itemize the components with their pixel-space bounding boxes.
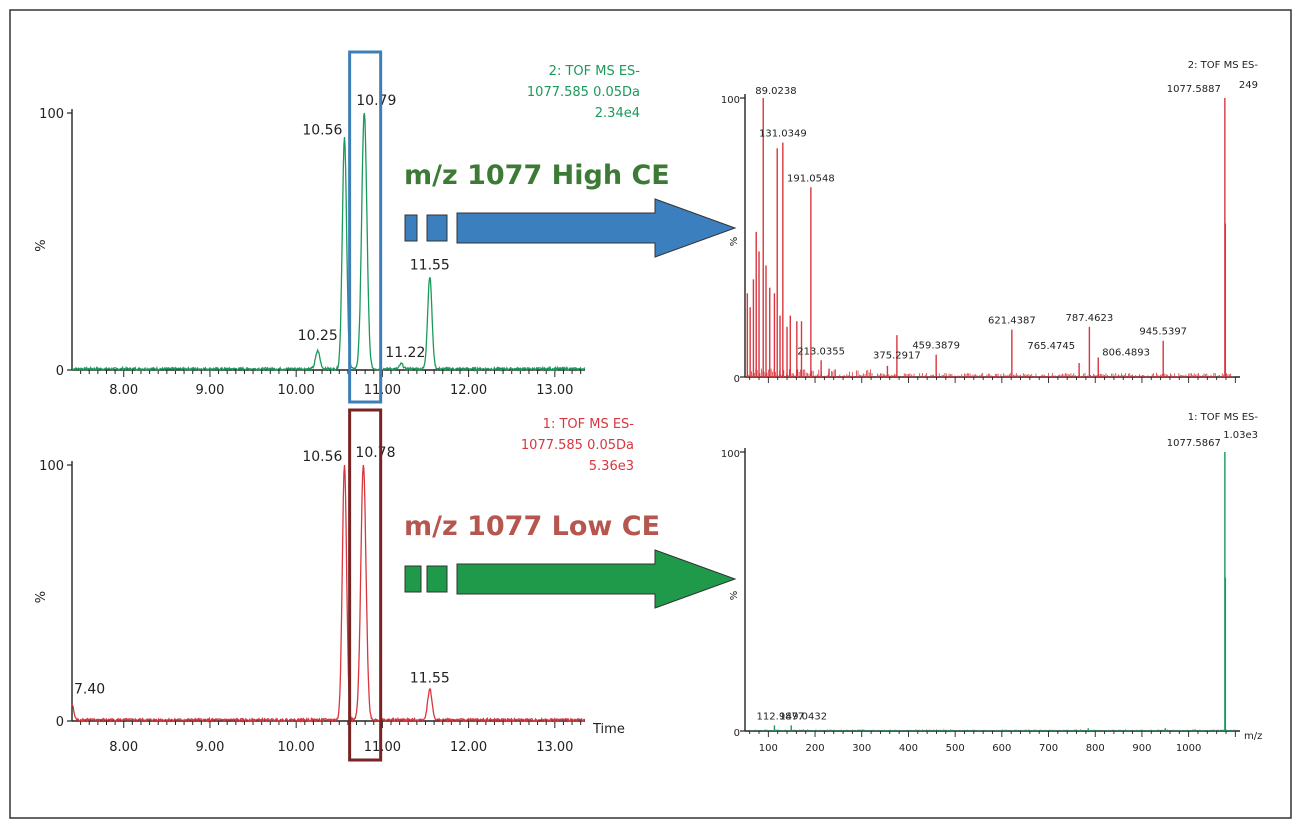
chrom_high-x-tick-label: 9.00 <box>195 383 224 398</box>
ms_low-x-tick-label: 500 <box>946 743 965 754</box>
chrom_high-y-tick-label: 100 <box>39 107 64 122</box>
ms_low-x-tick-label: 800 <box>1086 743 1105 754</box>
high-ce-arrow-square <box>404 214 418 242</box>
chrom_high-highlight-box <box>348 50 383 404</box>
chrom_low-y-axis-label: % <box>34 591 49 603</box>
ms_low-y-axis-label: % <box>729 591 740 601</box>
chrom_high-peak-label: 10.56 <box>302 123 342 139</box>
plots-layer: 0 100% 8.00 9.00 10.00 11.00 12.00 13.00 10.25 10… <box>34 60 1262 755</box>
chrom_low-peak-label: 10.78 <box>355 445 395 461</box>
chrom_low-x-tick-label: 9.00 <box>195 740 224 755</box>
ms_high-y-tick-label: 100 <box>721 95 740 106</box>
chrom_high-x-tick-label: 10.00 <box>278 383 315 398</box>
ms_low-header-line: 1: TOF MS ES- <box>1188 412 1259 423</box>
chrom_high-peak-label: 10.25 <box>298 328 338 344</box>
ms_high-peak-label: 89.0238 <box>755 86 796 97</box>
high-ce-arrow-label: m/z 1077 High CE <box>404 160 670 191</box>
chrom_high-y-axis-label: % <box>34 239 49 251</box>
ms_high-y-axis-label: % <box>729 237 740 247</box>
chrom_high-x-tick-label: 11.00 <box>364 383 401 398</box>
ms_low-x-tick-label: 900 <box>1132 743 1151 754</box>
chrom_high-x-tick-label: 8.00 <box>109 383 138 398</box>
ms_high-peak-label: 131.0349 <box>759 129 807 140</box>
ms_low-x-tick-label: 400 <box>899 743 918 754</box>
chrom_low-trace <box>71 464 585 724</box>
ms_high-peak-label: 375.2917 <box>873 350 921 361</box>
ms_low-y-tick-label: 0 <box>734 728 740 739</box>
chrom_high-peak-label: 11.22 <box>385 345 425 361</box>
chrom_high-x-tick-label: 13.00 <box>536 383 573 398</box>
figure-border <box>9 9 1292 819</box>
chrom_low-x-tick-label: 10.00 <box>278 740 315 755</box>
low-ce-arrow-shape <box>456 549 737 609</box>
ms_low-peak-label: 1077.5867 <box>1167 438 1221 449</box>
high-ce-arrow-shape <box>456 198 737 258</box>
chrom_low-x-tick-label: 8.00 <box>109 740 138 755</box>
chrom_low-peak-label: 11.55 <box>410 670 450 686</box>
chrom_low-peak-label: 10.56 <box>302 449 342 465</box>
chrom_low-x-axis-label: Time <box>592 722 625 737</box>
low-ce-arrow-label: m/z 1077 Low CE <box>404 511 660 542</box>
chrom_low-x-tick-label: 12.00 <box>450 740 487 755</box>
ms_low-x-tick-label: 700 <box>1039 743 1058 754</box>
ms_low-x-axis-label: m/z <box>1244 731 1262 742</box>
high-ce-arrow: m/z 1077 High CE <box>404 160 737 258</box>
ms_high-peak-label: 787.4623 <box>1066 313 1114 324</box>
chrom_high-header-line: 1077.585 0.05Da <box>527 85 640 100</box>
ms_low-y-tick-label: 100 <box>721 449 740 460</box>
chrom_low-y-tick-label: 0 <box>56 715 64 730</box>
ms_low-peak-label: 112.9877 <box>757 711 805 722</box>
ms_high-header-line: 2: TOF MS ES- <box>1188 60 1259 71</box>
low-ce-arrow-square <box>426 565 448 593</box>
chrom_low-y-tick-label: 100 <box>39 459 64 474</box>
ms_high-peak-label: 765.4745 <box>1027 341 1075 352</box>
low-ce-arrow-square <box>404 565 422 593</box>
ms_low-x-tick-label: 300 <box>852 743 871 754</box>
ms_low-x-tick-label: 600 <box>992 743 1011 754</box>
chrom_high-x-tick-label: 12.00 <box>450 383 487 398</box>
chrom_low-x-tick-label: 11.00 <box>364 740 401 755</box>
chrom_high-trace <box>71 112 586 373</box>
ms_low-x-tick-label: 200 <box>806 743 825 754</box>
ms_high-peak-label: 459.3879 <box>912 341 960 352</box>
ms_high-peak-label: 945.5397 <box>1139 327 1187 338</box>
ms_high-peak-label: 213.0355 <box>797 346 845 357</box>
chrom_low-highlight-box <box>348 408 383 762</box>
ms_high-peak-label: 1077.5887 <box>1167 84 1221 95</box>
chrom_low-header-line: 1: TOF MS ES- <box>543 417 635 432</box>
high-ce-arrow-square <box>426 214 448 242</box>
chrom_high-y-tick-label: 0 <box>56 364 64 379</box>
ms_low-peak-label: 149.0432 <box>779 711 827 722</box>
ms_low-x-tick-label: 1000 <box>1176 743 1201 754</box>
chrom_high-peak-label: 10.79 <box>356 93 396 109</box>
chrom_low-peak-label: 7.40 <box>74 682 105 698</box>
ms_high-header-line: 249 <box>1239 80 1258 91</box>
chrom_low-header-line: 5.36e3 <box>589 459 634 474</box>
ms_high-peak-label: 191.0548 <box>787 173 835 184</box>
ms_low-x-tick-label: 100 <box>759 743 778 754</box>
chrom_high-peak-label: 11.55 <box>410 257 450 273</box>
overlay-layer: m/z 1077 High CE m/z 1077 Low CE <box>348 50 737 762</box>
low-ce-arrow: m/z 1077 Low CE <box>404 511 737 609</box>
chrom_low-header-line: 1077.585 0.05Da <box>521 438 634 453</box>
ms_high-y-tick-label: 0 <box>734 374 740 385</box>
ms_high-peak-label: 621.4387 <box>988 316 1036 327</box>
chrom_high-header-line: 2: TOF MS ES- <box>549 64 641 79</box>
ms_low-header-line: 1.03e3 <box>1223 430 1258 441</box>
ms_high-peak-label: 806.4893 <box>1102 347 1150 358</box>
chrom_high-header-line: 2.34e4 <box>595 106 640 121</box>
chrom_low-x-tick-label: 13.00 <box>536 740 573 755</box>
